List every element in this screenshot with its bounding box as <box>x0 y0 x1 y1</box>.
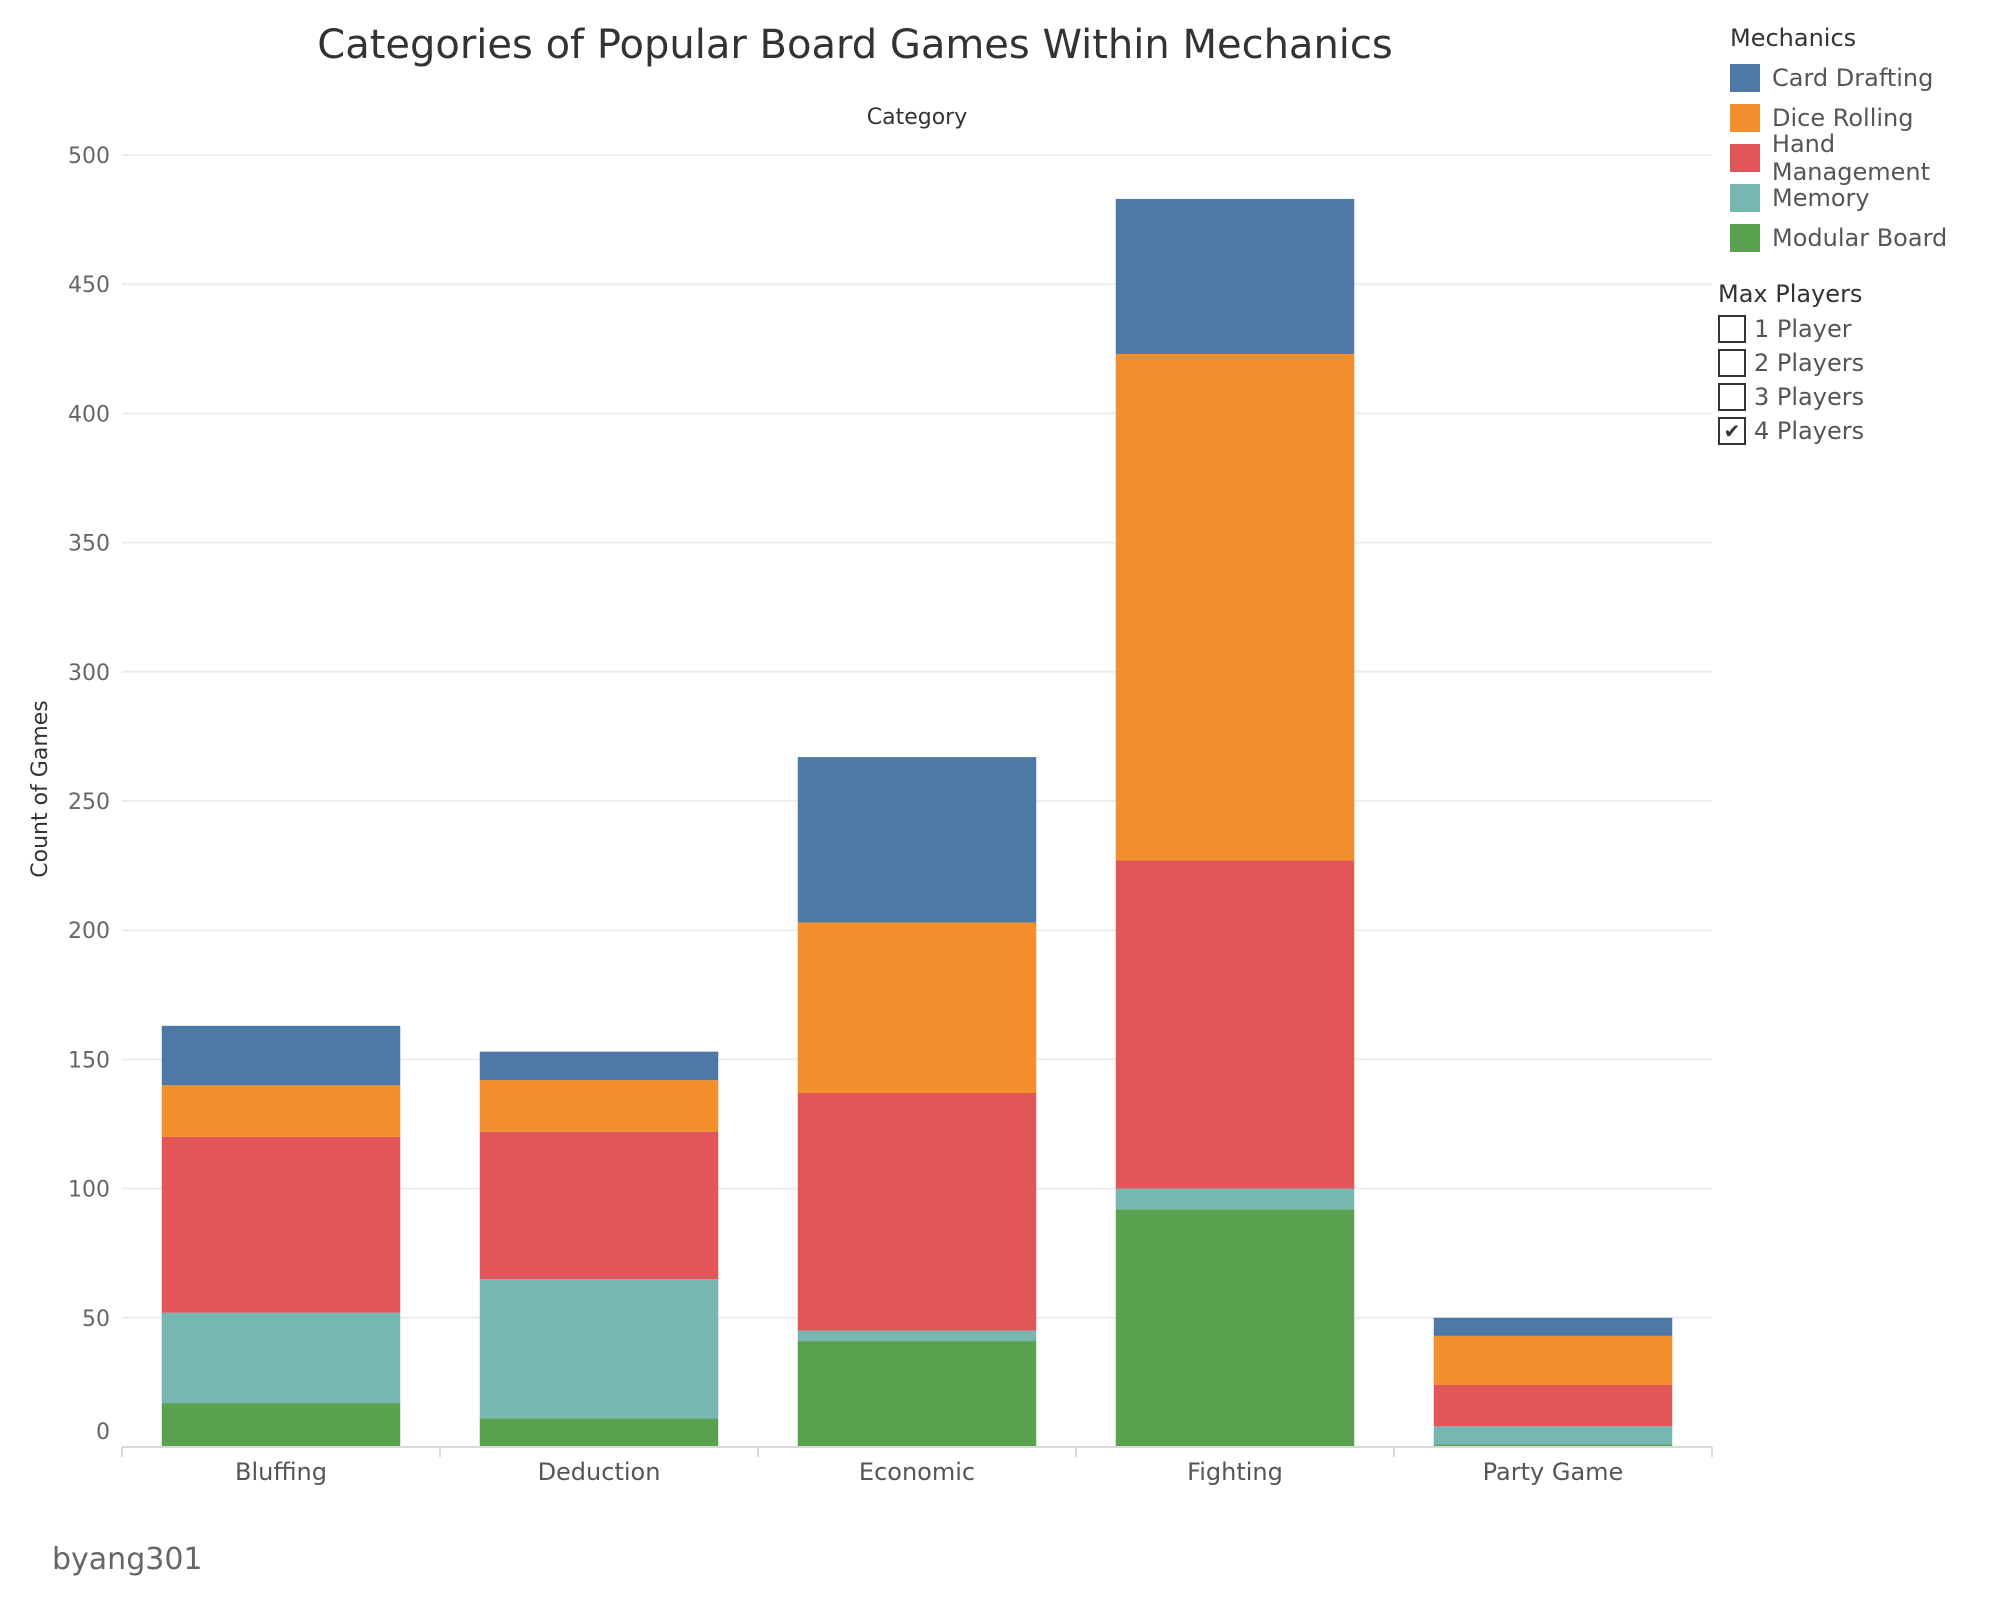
bar-segment-memory[interactable] <box>161 1312 401 1404</box>
legend-swatch <box>1730 184 1760 212</box>
legend-label: Modular Board <box>1772 224 1948 252</box>
bar-segment-memory[interactable] <box>797 1330 1037 1342</box>
bar-segment-hand-management[interactable] <box>161 1136 401 1313</box>
legend-label: Card Drafting <box>1772 64 1934 92</box>
y-tick-label: 250 <box>68 790 110 815</box>
y-tick-label: 200 <box>68 919 110 944</box>
bar-segment-hand-management[interactable] <box>1115 860 1355 1189</box>
bar-stack-party-game <box>1433 1317 1673 1447</box>
author-credit: byang301 <box>52 1542 203 1577</box>
legend-label: Memory <box>1772 184 1870 212</box>
filter-option-3-players[interactable]: 3 Players <box>1718 380 2000 414</box>
bar-segment-card-drafting[interactable] <box>161 1025 401 1086</box>
bar-chart: 0 50 100 150 200 250 300 350 400 450 500 Bluffing D… <box>28 105 1713 1486</box>
filter-option-label: 1 Player <box>1754 315 1852 343</box>
legend-swatch <box>1730 144 1760 172</box>
legend-label: Hand Management <box>1771 130 1930 186</box>
bar-segment-modular-board[interactable] <box>479 1418 719 1447</box>
bar-segment-hand-management[interactable] <box>1433 1384 1673 1427</box>
legend-item-dice-rolling[interactable]: Dice Rolling <box>1718 98 2000 138</box>
y-tick-label: 100 <box>68 1178 110 1203</box>
y-tick-label: 300 <box>68 661 110 686</box>
bar-segment-card-drafting[interactable] <box>797 757 1037 923</box>
bar-stack-deduction <box>479 1051 719 1447</box>
bar-stack-bluffing <box>161 1025 401 1447</box>
bar-segment-modular-board[interactable] <box>1433 1444 1673 1447</box>
bar-segment-card-drafting[interactable] <box>1115 198 1355 354</box>
legend-swatch <box>1730 224 1760 252</box>
max-players-filter: Max Players 1 Player 2 Players 3 Players ✔ 4… <box>1718 280 2000 448</box>
y-tick-label: 400 <box>68 402 110 427</box>
legend-item-hand-management[interactable]: Hand Management <box>1718 130 2000 186</box>
bar-segment-dice-rolling[interactable] <box>797 922 1037 1093</box>
y-axis-title: Count of Games <box>28 700 53 877</box>
bars <box>161 198 1673 1447</box>
legend-swatch <box>1730 64 1760 92</box>
legend-item-memory[interactable]: Memory <box>1718 178 2000 218</box>
filter-option-1-player[interactable]: 1 Player <box>1718 312 2000 346</box>
checkbox[interactable] <box>1718 315 1746 343</box>
legend-label: Dice Rolling <box>1772 104 1914 132</box>
legend-title: Mechanics <box>1730 24 1857 52</box>
bar-segment-modular-board[interactable] <box>161 1403 401 1447</box>
bar-segment-dice-rolling[interactable] <box>479 1080 719 1132</box>
checkbox[interactable] <box>1718 349 1746 377</box>
y-tick-label: 350 <box>68 532 110 557</box>
bar-segment-modular-board[interactable] <box>1115 1209 1355 1447</box>
filter-option-label: 3 Players <box>1754 383 1865 411</box>
y-tick-label: 150 <box>68 1048 110 1073</box>
y-tick-label: 0 <box>96 1420 110 1445</box>
bar-segment-memory[interactable] <box>1433 1426 1673 1445</box>
filter-option-label: 4 Players <box>1754 417 1865 445</box>
legend-item-modular-board[interactable]: Modular Board <box>1718 218 2000 258</box>
bar-segment-card-drafting[interactable] <box>1433 1317 1673 1336</box>
filter-option-label: 2 Players <box>1754 349 1865 377</box>
legend-swatch <box>1730 104 1760 132</box>
filter-option-4-players[interactable]: ✔ 4 Players <box>1718 414 2000 448</box>
y-tick-label: 50 <box>82 1307 110 1332</box>
checkbox[interactable] <box>1718 383 1746 411</box>
x-tick-label: Party Game <box>1483 1458 1624 1486</box>
x-tick-labels: Bluffing Deduction Economic Fighting Party G… <box>121 1447 1713 1486</box>
chart-title: Categories of Popular Board Games Within… <box>317 22 1393 68</box>
legend-item-card-drafting[interactable]: Card Drafting <box>1718 58 2000 98</box>
filter-title: Max Players <box>1718 280 1863 308</box>
checkbox[interactable]: ✔ <box>1718 417 1746 445</box>
x-tick-label: Fighting <box>1187 1458 1283 1486</box>
y-tick-label: 450 <box>68 273 110 298</box>
x-tick-label: Deduction <box>538 1458 661 1486</box>
bar-segment-card-drafting[interactable] <box>479 1051 719 1081</box>
bar-segment-modular-board[interactable] <box>797 1341 1037 1447</box>
bar-segment-dice-rolling[interactable] <box>161 1085 401 1137</box>
checkmark-icon: ✔ <box>1723 419 1741 443</box>
bar-stack-economic <box>797 757 1037 1447</box>
x-tick-label: Bluffing <box>235 1458 327 1486</box>
bar-segment-memory[interactable] <box>479 1279 719 1419</box>
bar-segment-hand-management[interactable] <box>479 1131 719 1280</box>
x-tick-label: Economic <box>859 1458 975 1486</box>
bar-segment-memory[interactable] <box>1115 1188 1355 1210</box>
bar-segment-hand-management[interactable] <box>797 1092 1037 1331</box>
y-tick-labels: 0 50 100 150 200 250 300 350 400 450 500 <box>68 144 110 1445</box>
bar-stack-fighting <box>1115 198 1355 1447</box>
filter-option-2-players[interactable]: 2 Players <box>1718 346 2000 380</box>
bar-segment-dice-rolling[interactable] <box>1433 1335 1673 1385</box>
mechanics-legend: Mechanics Card Drafting Dice Rolling Hand … <box>1718 24 2000 258</box>
y-tick-label: 500 <box>68 144 110 169</box>
x-axis-title: Category <box>867 105 968 130</box>
bar-segment-dice-rolling[interactable] <box>1115 353 1355 861</box>
